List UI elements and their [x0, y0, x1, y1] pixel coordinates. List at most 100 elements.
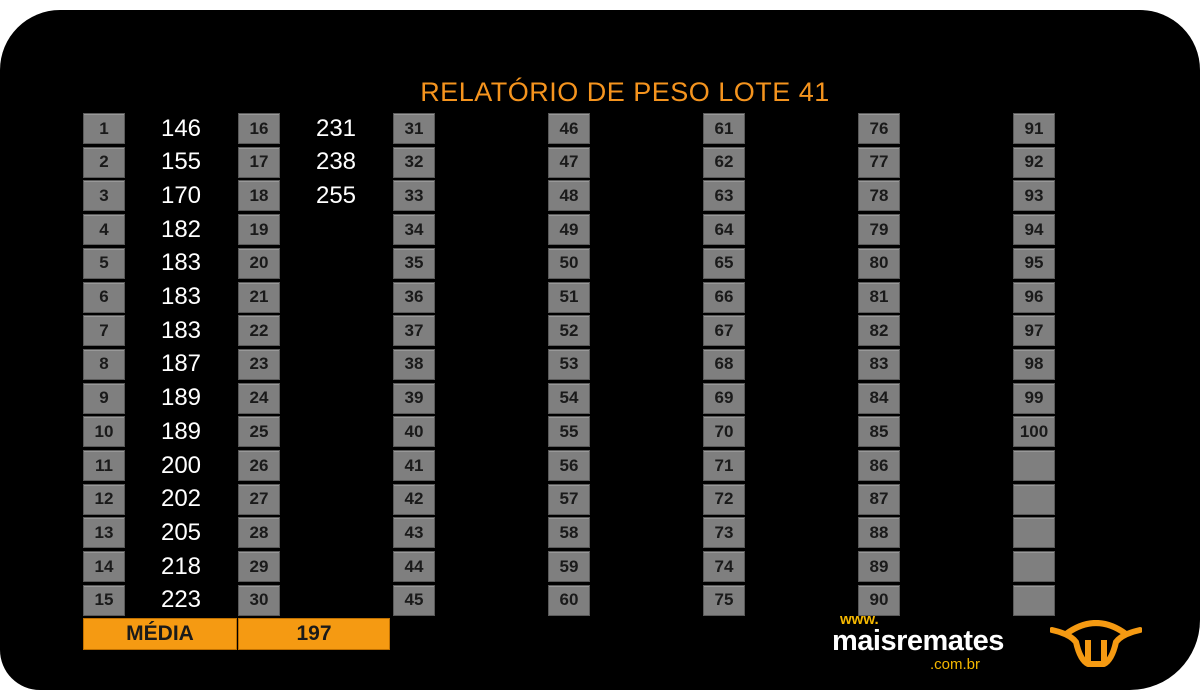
lot-weight — [282, 248, 390, 279]
lot-number-cell: 100 — [1013, 416, 1055, 448]
lot-number-cell: 53 — [548, 348, 590, 380]
lot-weight — [437, 113, 545, 144]
lot-weight — [282, 585, 390, 616]
lot-weight — [282, 416, 390, 447]
lot-weight — [592, 585, 700, 616]
lot-number-cell: 92 — [1013, 146, 1055, 178]
lot-number-cell: 71 — [703, 450, 745, 481]
lot-weight — [747, 517, 855, 548]
lot-number-cell: 8 — [83, 348, 125, 380]
bull-head-icon — [1050, 620, 1142, 667]
lot-number-cell: 81 — [858, 281, 900, 313]
lot-weight — [592, 484, 700, 515]
lot-weight — [1057, 484, 1165, 515]
lot-weight — [747, 315, 855, 346]
lot-number-cell: 3 — [83, 180, 125, 212]
lot-weight — [1057, 416, 1165, 447]
logo-brand: maisremates — [832, 625, 1004, 657]
lot-number-cell: 62 — [703, 146, 745, 178]
lot-weight: 218 — [160, 552, 202, 580]
lot-number-cell — [1013, 483, 1055, 515]
lot-weight — [1057, 383, 1165, 414]
lot-number-cell: 10 — [83, 416, 125, 448]
lot-weight — [902, 450, 1010, 481]
lot-weight — [747, 147, 855, 178]
lot-number-cell: 69 — [703, 382, 745, 414]
lot-weight: 238 — [315, 148, 357, 176]
lot-number-cell: 65 — [703, 247, 745, 279]
lot-weight: 187 — [160, 350, 202, 378]
lot-number-cell: 38 — [393, 348, 435, 380]
lot-number-cell: 20 — [238, 247, 280, 279]
lot-number-cell: 87 — [858, 483, 900, 515]
lot-weight — [902, 147, 1010, 178]
lot-number-cell: 45 — [393, 584, 435, 616]
lot-number-cell: 31 — [393, 113, 435, 144]
lot-weight — [1057, 551, 1165, 582]
lot-weight: 155 — [160, 148, 202, 176]
lot-number-cell: 48 — [548, 180, 590, 212]
lot-weight — [437, 147, 545, 178]
lot-number-cell: 95 — [1013, 247, 1055, 279]
lot-number-cell: 75 — [703, 584, 745, 616]
lot-number-cell: 74 — [703, 551, 745, 583]
lot-number-cell: 15 — [83, 584, 125, 616]
logo-www: www. — [840, 611, 879, 628]
lot-weight — [1057, 517, 1165, 548]
lot-weight — [1057, 282, 1165, 313]
lot-weight: 182 — [160, 215, 202, 243]
lot-weight: 223 — [160, 586, 202, 614]
lot-number-cell: 79 — [858, 214, 900, 246]
lot-weight — [747, 113, 855, 144]
lot-weight — [437, 416, 545, 447]
lot-number-cell: 33 — [393, 180, 435, 212]
lot-number-cell: 26 — [238, 450, 280, 481]
lot-number-cell: 43 — [393, 517, 435, 549]
lot-weight — [437, 349, 545, 380]
logo-domain: .com.br — [930, 656, 981, 673]
lot-number-cell: 89 — [858, 551, 900, 583]
lot-weight: 146 — [160, 114, 202, 142]
lot-weight — [437, 585, 545, 616]
lot-weight — [902, 551, 1010, 582]
lot-number-cell: 50 — [548, 247, 590, 279]
lot-number-cell: 46 — [548, 113, 590, 144]
lot-weight: 189 — [160, 417, 202, 445]
lot-weight — [437, 180, 545, 211]
lot-number-cell: 41 — [393, 450, 435, 481]
lot-weight — [282, 383, 390, 414]
report-card — [0, 10, 1200, 690]
lot-weight — [902, 315, 1010, 346]
lot-weight: 189 — [160, 384, 202, 412]
lot-weight — [437, 315, 545, 346]
lot-weight — [592, 180, 700, 211]
lot-weight: 183 — [160, 249, 202, 277]
lot-weight — [902, 282, 1010, 313]
lot-number-cell: 76 — [858, 113, 900, 144]
lot-weight — [902, 517, 1010, 548]
lot-number-cell: 93 — [1013, 180, 1055, 212]
lot-number-cell: 56 — [548, 450, 590, 481]
lot-weight — [747, 416, 855, 447]
average-label: MÉDIA — [83, 618, 237, 650]
lot-number-cell: 61 — [703, 113, 745, 144]
lot-weight — [437, 214, 545, 245]
lot-weight — [592, 282, 700, 313]
lot-weight: 170 — [160, 181, 202, 209]
lot-weight — [747, 450, 855, 481]
lot-weight: 202 — [160, 485, 202, 513]
lot-weight — [437, 517, 545, 548]
lot-weight — [902, 349, 1010, 380]
lot-number-cell: 98 — [1013, 348, 1055, 380]
lot-weight: 200 — [160, 451, 202, 479]
lot-number-cell: 63 — [703, 180, 745, 212]
lot-number-cell: 40 — [393, 416, 435, 448]
lot-weight — [1057, 180, 1165, 211]
lot-weight — [902, 180, 1010, 211]
lot-number-cell: 2 — [83, 146, 125, 178]
lot-weight — [747, 551, 855, 582]
lot-weight — [592, 315, 700, 346]
lot-number-cell: 80 — [858, 247, 900, 279]
lot-weight — [902, 113, 1010, 144]
lot-weight — [747, 349, 855, 380]
